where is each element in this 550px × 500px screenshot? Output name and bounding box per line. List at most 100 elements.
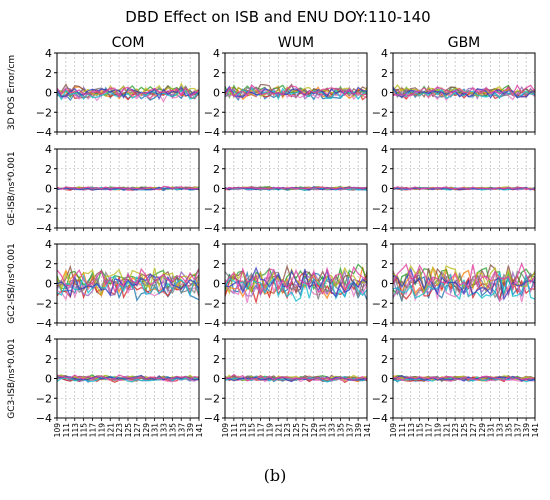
row-ylabel: 3D POS Error/cm xyxy=(7,55,17,130)
x-tick-label: 113 xyxy=(71,423,80,438)
series-line xyxy=(56,374,200,381)
panel-com-row-3: −4 −2 0 2 4 xyxy=(36,238,200,330)
x-tick-label: 141 xyxy=(531,423,540,438)
row-ylabel: GE-ISB/ns*0.001 xyxy=(7,151,17,225)
y-tick-label: 4 xyxy=(45,143,52,156)
x-tick-label: 123 xyxy=(451,423,460,438)
series-line xyxy=(224,265,368,296)
panel-wum-row-3: −4 −2 0 2 4 xyxy=(204,238,368,330)
panel-wum-row-2: −4 −2 0 2 4 xyxy=(204,143,368,235)
x-tick-label: 137 xyxy=(177,423,186,438)
series-line xyxy=(224,375,368,383)
y-tick-label: −2 xyxy=(36,106,52,119)
panel-wum-row-4: −4 −2 0 2 4 109 111 113 115 117 119 121 123 125 127 129… xyxy=(204,333,372,437)
y-tick-label: 4 xyxy=(213,333,220,346)
x-tick-label: 111 xyxy=(62,423,71,438)
figure-caption: (b) xyxy=(263,466,287,485)
column-title-com: COM xyxy=(112,35,145,51)
panel-gbm-row-2: −4 −2 0 2 4 xyxy=(372,143,536,235)
y-tick-label: −2 xyxy=(204,202,220,215)
y-tick-label: 4 xyxy=(213,47,220,60)
y-tick-label: −4 xyxy=(204,317,220,330)
y-tick-label: 0 xyxy=(45,183,52,196)
y-tick-label: 2 xyxy=(381,353,388,366)
y-tick-label: 0 xyxy=(381,87,388,100)
x-tick-label: 133 xyxy=(328,423,337,438)
x-tick-label: 139 xyxy=(354,423,363,438)
y-tick-label: −2 xyxy=(204,106,220,119)
y-tick-label: −4 xyxy=(204,126,220,139)
y-tick-label: 2 xyxy=(45,258,52,271)
y-tick-label: 4 xyxy=(213,143,220,156)
y-tick-label: −4 xyxy=(204,412,220,425)
series-line xyxy=(56,268,200,293)
y-tick-label: −4 xyxy=(36,412,52,425)
x-tick-label: 125 xyxy=(124,423,133,438)
y-tick-label: 2 xyxy=(381,67,388,80)
x-tick-label: 139 xyxy=(186,423,195,438)
x-tick-label: 133 xyxy=(496,423,505,438)
y-tick-label: 4 xyxy=(381,333,388,346)
x-tick-label: 123 xyxy=(283,423,292,438)
y-tick-label: −2 xyxy=(372,202,388,215)
x-tick-label: 141 xyxy=(195,423,204,438)
x-tick-label: 123 xyxy=(115,423,124,438)
y-tick-label: 2 xyxy=(213,258,220,271)
y-tick-label: 0 xyxy=(213,373,220,386)
x-tick-label: 141 xyxy=(363,423,372,438)
x-tick-label: 125 xyxy=(292,423,301,438)
series-line xyxy=(224,373,368,382)
series-line xyxy=(56,375,200,383)
x-tick-label: 125 xyxy=(460,423,469,438)
series-line xyxy=(392,186,536,190)
y-tick-label: 4 xyxy=(381,143,388,156)
y-tick-label: 0 xyxy=(45,373,52,386)
y-tick-label: 0 xyxy=(213,183,220,196)
x-tick-label: 127 xyxy=(133,423,142,438)
x-tick-label: 121 xyxy=(274,423,283,438)
y-tick-label: 0 xyxy=(213,87,220,100)
x-tick-label: 117 xyxy=(89,423,98,438)
series-line xyxy=(392,375,536,382)
series-line xyxy=(56,374,200,381)
y-tick-label: −2 xyxy=(204,297,220,310)
y-tick-label: −4 xyxy=(204,222,220,235)
y-tick-label: −2 xyxy=(36,297,52,310)
x-tick-label: 135 xyxy=(504,423,513,438)
x-tick-label: 113 xyxy=(239,423,248,438)
y-tick-label: 4 xyxy=(45,333,52,346)
x-tick-label: 115 xyxy=(248,423,257,438)
row-ylabel: GC3-ISB/ns*0.001 xyxy=(7,338,17,418)
y-tick-label: 2 xyxy=(213,163,220,176)
y-tick-label: 2 xyxy=(381,258,388,271)
y-tick-label: −4 xyxy=(36,222,52,235)
series-line xyxy=(56,85,200,99)
series-line xyxy=(224,186,368,190)
column-title-wum: WUM xyxy=(278,35,314,51)
x-tick-label: 121 xyxy=(106,423,115,438)
row-ylabel: GC2-ISB/ns*0.001 xyxy=(7,243,17,323)
x-tick-label: 139 xyxy=(522,423,531,438)
x-tick-label: 113 xyxy=(407,423,416,438)
series-line xyxy=(56,185,200,191)
x-tick-label: 131 xyxy=(487,423,496,438)
panel-com-row-1: −4 −2 0 2 4 xyxy=(36,47,200,139)
x-tick-label: 129 xyxy=(478,423,487,438)
x-tick-label: 137 xyxy=(345,423,354,438)
series-line xyxy=(56,273,200,299)
y-tick-label: −2 xyxy=(372,106,388,119)
x-tick-label: 117 xyxy=(425,423,434,438)
series-line xyxy=(56,267,200,296)
x-tick-label: 121 xyxy=(442,423,451,438)
y-tick-label: 0 xyxy=(45,278,52,291)
x-tick-label: 115 xyxy=(80,423,89,438)
y-tick-label: −4 xyxy=(372,317,388,330)
y-tick-label: 4 xyxy=(381,238,388,251)
panel-com-row-2: −4 −2 0 2 4 xyxy=(36,143,200,235)
panel-gbm-row-1: −4 −2 0 2 4 xyxy=(372,47,536,139)
x-tick-label: 117 xyxy=(257,423,266,438)
x-tick-label: 115 xyxy=(416,423,425,438)
y-tick-label: 0 xyxy=(45,87,52,100)
